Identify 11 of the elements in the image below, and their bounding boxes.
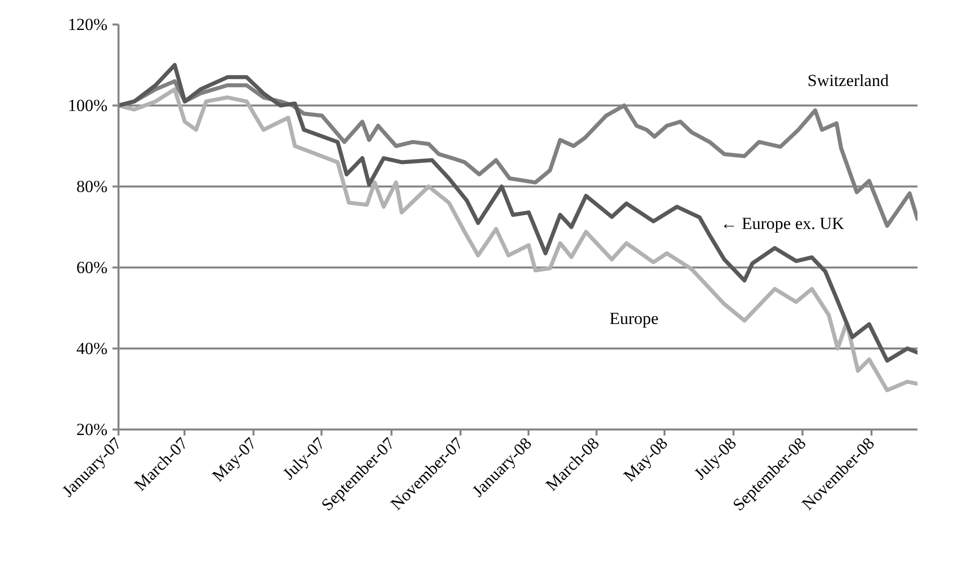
- y-tick-label: 20%: [76, 420, 108, 439]
- y-tick-label: 60%: [76, 258, 108, 277]
- line-series: [118, 63, 918, 363]
- y-tick-label: 40%: [76, 339, 108, 358]
- y-tick-label: 120%: [68, 15, 108, 34]
- y-tick-label: 100%: [68, 96, 108, 115]
- line-series: [118, 87, 918, 392]
- y-tick-label: 80%: [76, 177, 108, 196]
- annotation: ← Europe ex. UK: [720, 214, 845, 233]
- annotation: Europe: [610, 309, 659, 328]
- annotation: Switzerland: [808, 71, 890, 90]
